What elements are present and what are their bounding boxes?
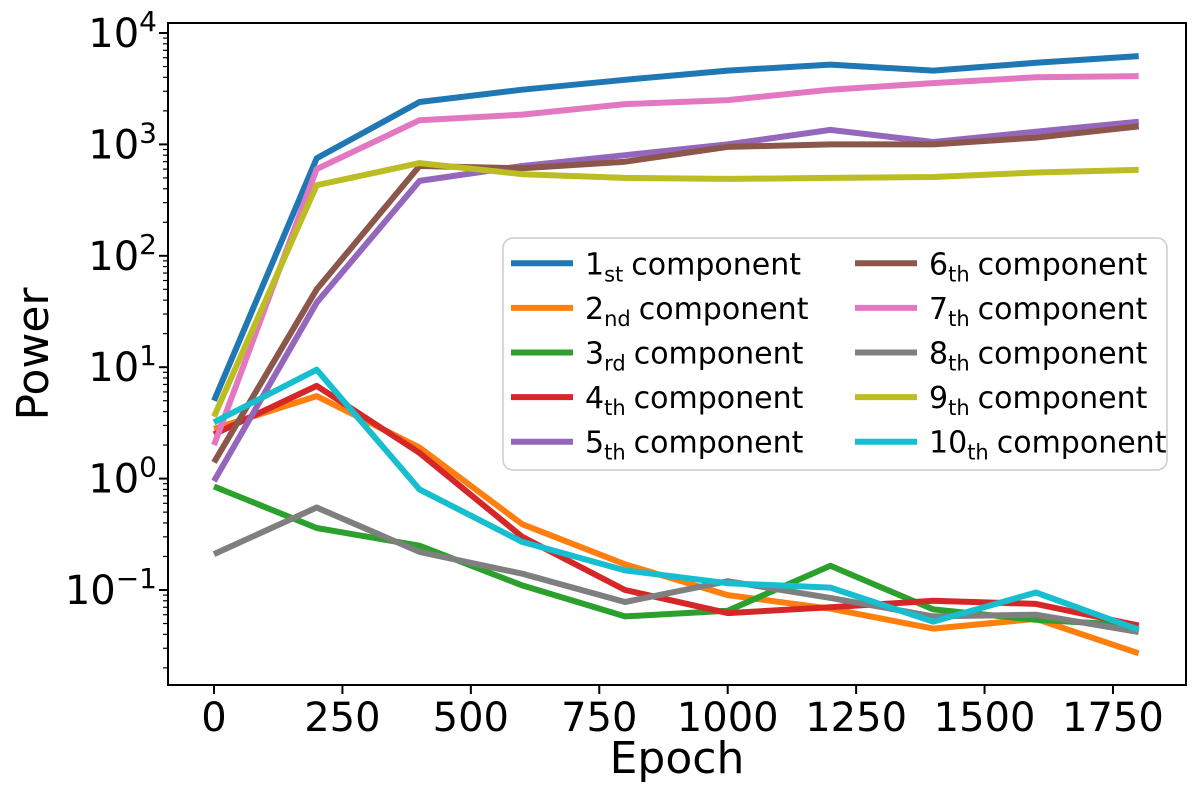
x-tick-label: 500 [433, 695, 509, 741]
series-line-4th [212, 382, 1140, 629]
legend-label: 9th component [929, 381, 1148, 420]
legend-label: 3rd component [585, 337, 804, 376]
legend-item-7th: 7th component [855, 292, 1148, 331]
series-line-9th [211, 160, 1139, 418]
x-tick-label: 1750 [1062, 695, 1164, 741]
legend-item-6th: 6th component [855, 247, 1148, 286]
legend-item-5th: 5th component [511, 426, 804, 465]
legend-item-4th: 4th component [511, 381, 804, 420]
x-axis: 0 250 500 750 1000 1250 1500 1750 [201, 685, 1164, 741]
legend-label: 1st component [585, 247, 801, 286]
series-line-5th [211, 118, 1139, 483]
x-tick-label: 1500 [934, 695, 1036, 741]
legend-label: 8th component [929, 337, 1148, 376]
series-line-6th [211, 123, 1140, 464]
y-tick-label: 10−1 [65, 562, 157, 614]
x-tick-label: 750 [561, 695, 637, 741]
legend-label: 10th component [929, 426, 1167, 465]
legend-item-9th: 9th component [855, 381, 1148, 420]
legend-label: 2nd component [585, 292, 809, 331]
legend-item-3rd: 3rd component [511, 337, 804, 376]
legend-item-2nd: 2nd component [511, 292, 809, 331]
legend-label: 5th component [585, 426, 804, 465]
x-tick-label: 1000 [677, 695, 779, 741]
y-axis-title: Power [8, 287, 59, 421]
legend-label: 6th component [929, 247, 1148, 286]
legend-item-8th: 8th component [855, 337, 1148, 376]
legend-item-10th: 10th component [855, 426, 1167, 465]
y-tick-label: 101 [88, 339, 157, 391]
y-axis: 104 103 102 101 100 10−1 [65, 5, 168, 669]
series-line-1st [211, 53, 1139, 402]
legend-label: 7th component [929, 292, 1148, 331]
series-line-7th [211, 73, 1139, 447]
series-lines [211, 53, 1140, 657]
legend-box [502, 237, 1168, 471]
y-tick-label: 102 [88, 228, 157, 280]
x-tick-label: 1250 [805, 695, 907, 741]
series-line-10th [212, 366, 1140, 633]
legend-item-1st: 1st component [511, 247, 801, 286]
x-tick-label: 0 [201, 695, 226, 741]
x-axis-title: Epoch [610, 733, 745, 784]
plot-border [167, 22, 1187, 686]
y-tick-label: 100 [88, 451, 157, 503]
y-tick-label: 103 [88, 116, 157, 168]
legend-label: 4th component [585, 381, 804, 420]
x-tick-label: 250 [304, 695, 380, 741]
legend: 1st component 2nd component 3rd component 4th c… [502, 237, 1168, 471]
y-tick-label: 104 [88, 5, 157, 57]
series-line-8th [212, 504, 1140, 635]
